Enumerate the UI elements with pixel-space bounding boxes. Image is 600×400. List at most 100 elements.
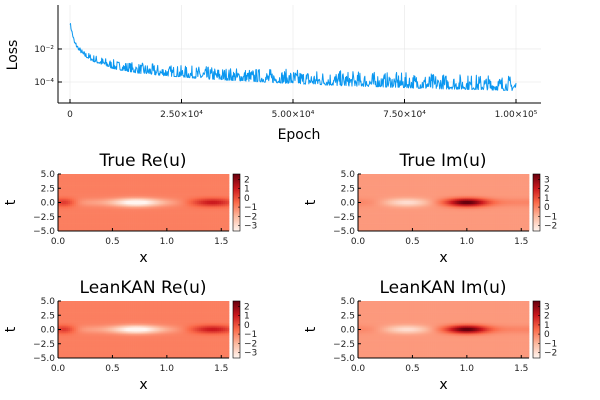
heatmap-cell [95,210,99,213]
heatmap-cell [131,207,134,210]
heatmap-cell [151,191,154,194]
heatmap-cell [215,200,218,203]
heatmap-cell [209,212,212,214]
heatmap-cell [117,183,120,186]
heatmap-cell [95,213,99,216]
heatmap-cell [217,216,220,219]
heatmap-cell [87,205,91,208]
heatmap-cell [223,178,226,181]
heatmap-cell [89,204,93,207]
heatmap-cell [87,186,91,189]
heatmap-cell [103,189,107,192]
heatmap-cell [77,215,81,218]
heatmap-cell [113,205,117,208]
heatmap-cell [511,177,514,180]
heatmap-cell [179,205,182,208]
heatmap-cell [161,224,164,227]
heatmap-cell [189,199,192,202]
heatmap-cell [121,199,124,202]
heatmap-cell [161,188,164,191]
heatmap-cell [363,177,367,180]
heatmap-cell [141,221,144,224]
heatmap-cell [213,229,216,232]
heatmap-cell [129,204,132,207]
heatmap-cell [181,194,184,197]
heatmap-cell [505,181,508,184]
heatmap-cell [105,193,109,195]
heatmap-cell [205,193,208,195]
heatmap-cell [199,207,202,210]
heatmap-cell [171,219,174,222]
heatmap-cell [137,219,140,222]
heatmap-cell [449,183,452,186]
heatmap-cell [181,212,184,214]
heatmap-cell [81,175,85,178]
heatmap-cell [527,178,530,181]
heatmap-cell [509,181,512,184]
heatmap-cell [213,174,216,176]
heatmap-cell [137,188,140,191]
heatmap-cell [203,207,206,210]
heatmap-cell [205,218,208,221]
heatmap-cell [117,197,120,200]
heatmap-cell [407,186,411,189]
heatmap-cell [225,185,228,188]
heatmap-cell [157,212,160,214]
heatmap-cell [123,223,126,226]
heatmap-cell [227,216,230,219]
heatmap-cell [71,181,75,184]
heatmap-cell [105,226,109,229]
heatmap-cell [145,229,148,232]
heatmap-cell [429,177,432,180]
heatmap-cell [59,226,63,229]
heatmap-cell [75,205,79,208]
heatmap-cell [117,202,120,205]
heatmap-cell [167,197,170,200]
heatmap-cell [507,177,510,180]
heatmap-cell [211,191,214,194]
heatmap-cell [151,221,154,224]
heatmap-cell [213,205,216,208]
heatmap-cell [171,193,174,195]
heatmap-cell [175,188,178,191]
heatmap-cell [79,180,83,183]
heatmap-cell [61,194,65,197]
heatmap-cell [113,196,117,199]
heatmap-cell [425,185,428,188]
heatmap-cell [131,186,134,189]
heatmap-cell [123,204,126,207]
heatmap-cell [143,221,146,224]
heatmap-cell [127,191,130,194]
heatmap-cell [67,213,71,216]
heatmap-cell [73,210,77,213]
heatmap-cell [59,215,63,218]
heatmap-cell [219,200,222,203]
heatmap-cell [383,185,387,188]
heatmap-cell [139,227,142,230]
heatmap-cell [219,193,222,195]
heatmap-cell [137,174,140,176]
heatmap-cell [65,194,69,197]
heatmap-cell [139,218,142,221]
heatmap-cell [107,223,111,226]
heatmap-cell [127,188,130,191]
heatmap-cell [135,204,138,207]
heatmap-cell [171,207,174,210]
heatmap-cell [423,177,426,180]
heatmap-cell [97,229,101,232]
heatmap-cell [407,180,411,183]
heatmap-cell [203,208,206,211]
heatmap-cell [89,197,93,200]
heatmap-y-tick-label: 0.0 [41,199,56,209]
heatmap-cell [399,174,403,176]
heatmap-cell [513,178,516,181]
heatmap-cell [99,204,103,207]
heatmap-cell [59,174,63,176]
heatmap-cell [121,197,124,200]
heatmap-cell [397,185,401,188]
heatmap-cell [503,183,506,186]
heatmap-cell [141,196,144,199]
heatmap-cell [189,212,192,214]
heatmap-cell [358,185,361,188]
heatmap-cell [211,180,214,183]
